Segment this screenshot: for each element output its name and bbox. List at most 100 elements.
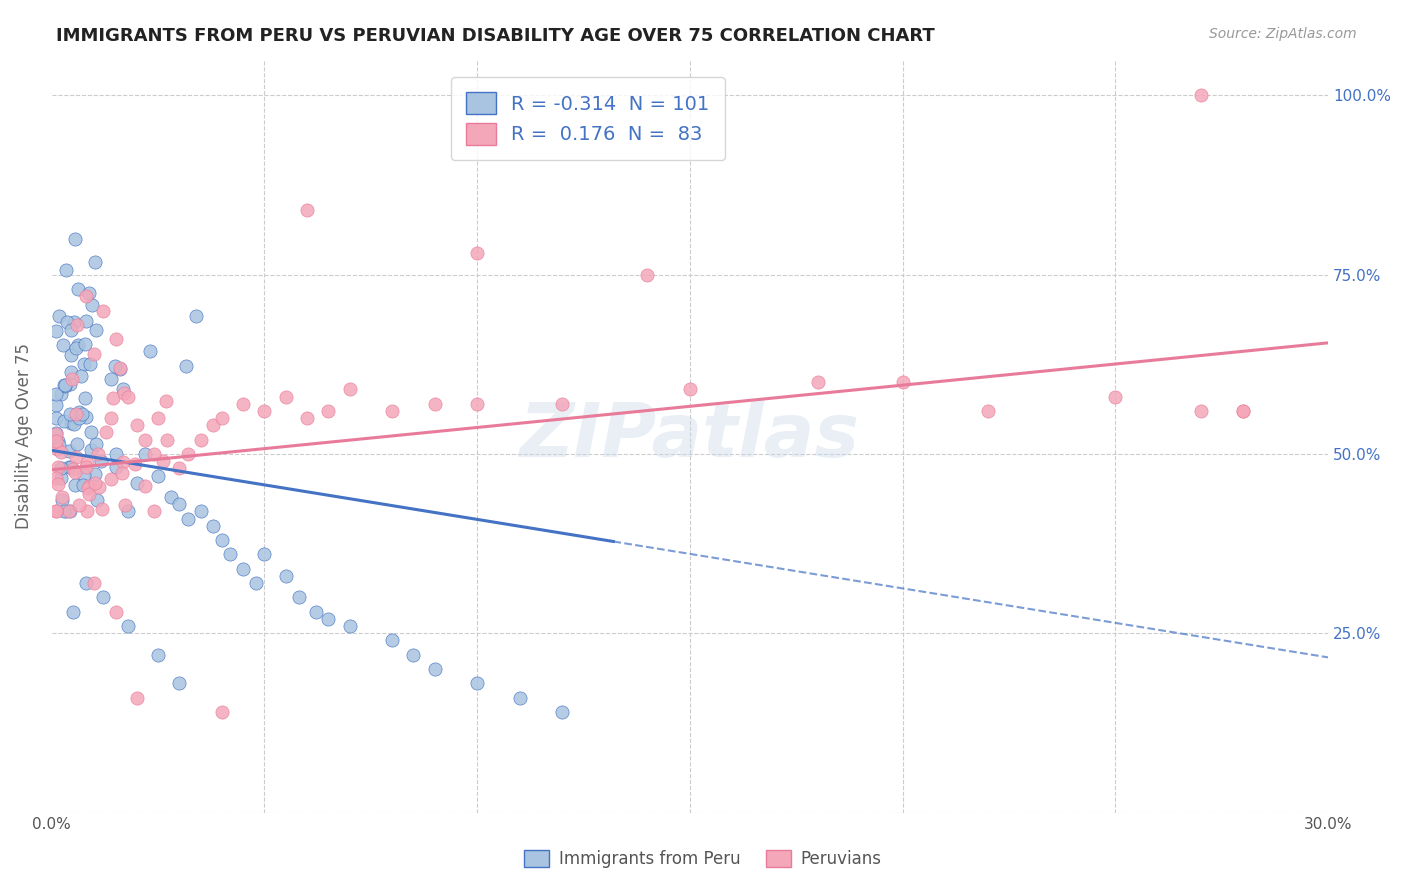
- Point: [69, 368, 91, 383]
- Point: [91, 591, 114, 605]
- Point: [66, 282, 89, 296]
- Point: [59, 376, 82, 391]
- Point: [274, 390, 297, 404]
- Point: [402, 648, 425, 662]
- Point: [79, 357, 101, 371]
- Point: [232, 397, 254, 411]
- Point: [45, 425, 67, 440]
- Point: [152, 454, 174, 468]
- Point: [75, 576, 97, 591]
- Point: [1232, 404, 1254, 418]
- Point: [104, 332, 127, 346]
- Point: [67, 411, 90, 425]
- Point: [83, 475, 105, 490]
- Point: [381, 404, 404, 418]
- Y-axis label: Disability Age Over 75: Disability Age Over 75: [15, 343, 32, 529]
- Point: [63, 315, 86, 329]
- Point: [100, 371, 122, 385]
- Point: [1189, 88, 1212, 103]
- Point: [75, 337, 97, 351]
- Point: [45, 471, 67, 485]
- Point: [62, 605, 84, 619]
- Point: [134, 479, 156, 493]
- Point: [63, 417, 86, 432]
- Point: [177, 511, 200, 525]
- Point: [82, 298, 104, 312]
- Point: [80, 443, 103, 458]
- Point: [59, 504, 82, 518]
- Point: [111, 382, 134, 396]
- Point: [48, 309, 70, 323]
- Point: [94, 425, 117, 440]
- Point: [53, 414, 76, 428]
- Point: [104, 447, 127, 461]
- Point: [56, 315, 79, 329]
- Point: [45, 434, 67, 448]
- Point: [134, 447, 156, 461]
- Point: [465, 676, 488, 690]
- Point: [59, 408, 82, 422]
- Point: [125, 475, 148, 490]
- Point: [100, 472, 122, 486]
- Point: [104, 359, 127, 373]
- Point: [339, 383, 361, 397]
- Point: [146, 411, 169, 425]
- Point: [1232, 404, 1254, 418]
- Point: [465, 246, 488, 260]
- Point: [72, 478, 94, 492]
- Point: [190, 433, 212, 447]
- Point: [551, 397, 574, 411]
- Point: [295, 411, 318, 425]
- Point: [46, 477, 69, 491]
- Point: [65, 342, 87, 356]
- Point: [46, 442, 69, 456]
- Point: [67, 405, 90, 419]
- Point: [114, 499, 136, 513]
- Point: [58, 504, 80, 518]
- Point: [304, 605, 326, 619]
- Point: [45, 387, 67, 401]
- Point: [134, 433, 156, 447]
- Point: [274, 569, 297, 583]
- Point: [76, 456, 98, 470]
- Point: [49, 386, 72, 401]
- Point: [174, 359, 197, 374]
- Text: ZIPatlas: ZIPatlas: [520, 400, 860, 473]
- Point: [423, 662, 446, 676]
- Point: [62, 462, 84, 476]
- Point: [55, 504, 77, 518]
- Point: [679, 383, 702, 397]
- Point: [45, 427, 67, 442]
- Point: [45, 324, 67, 338]
- Point: [84, 467, 107, 481]
- Point: [155, 394, 177, 409]
- Point: [891, 376, 914, 390]
- Point: [86, 493, 108, 508]
- Point: [91, 303, 114, 318]
- Point: [125, 418, 148, 433]
- Point: [202, 418, 225, 433]
- Point: [177, 447, 200, 461]
- Text: Source: ZipAtlas.com: Source: ZipAtlas.com: [1209, 27, 1357, 41]
- Point: [87, 479, 110, 493]
- Text: IMMIGRANTS FROM PERU VS PERUVIAN DISABILITY AGE OVER 75 CORRELATION CHART: IMMIGRANTS FROM PERU VS PERUVIAN DISABIL…: [56, 27, 935, 45]
- Point: [60, 323, 83, 337]
- Point: [52, 337, 75, 351]
- Point: [211, 533, 233, 547]
- Point: [142, 447, 165, 461]
- Point: [83, 576, 105, 591]
- Point: [105, 459, 128, 474]
- Point: [77, 481, 100, 495]
- Point: [184, 310, 207, 324]
- Point: [53, 378, 76, 392]
- Point: [1189, 404, 1212, 418]
- Point: [339, 619, 361, 633]
- Point: [75, 289, 97, 303]
- Point: [48, 438, 70, 452]
- Point: [87, 447, 110, 461]
- Legend: Immigrants from Peru, Peruvians: Immigrants from Peru, Peruvians: [517, 843, 889, 875]
- Point: [169, 676, 191, 690]
- Point: [65, 465, 87, 479]
- Point: [58, 460, 80, 475]
- Point: [51, 445, 73, 459]
